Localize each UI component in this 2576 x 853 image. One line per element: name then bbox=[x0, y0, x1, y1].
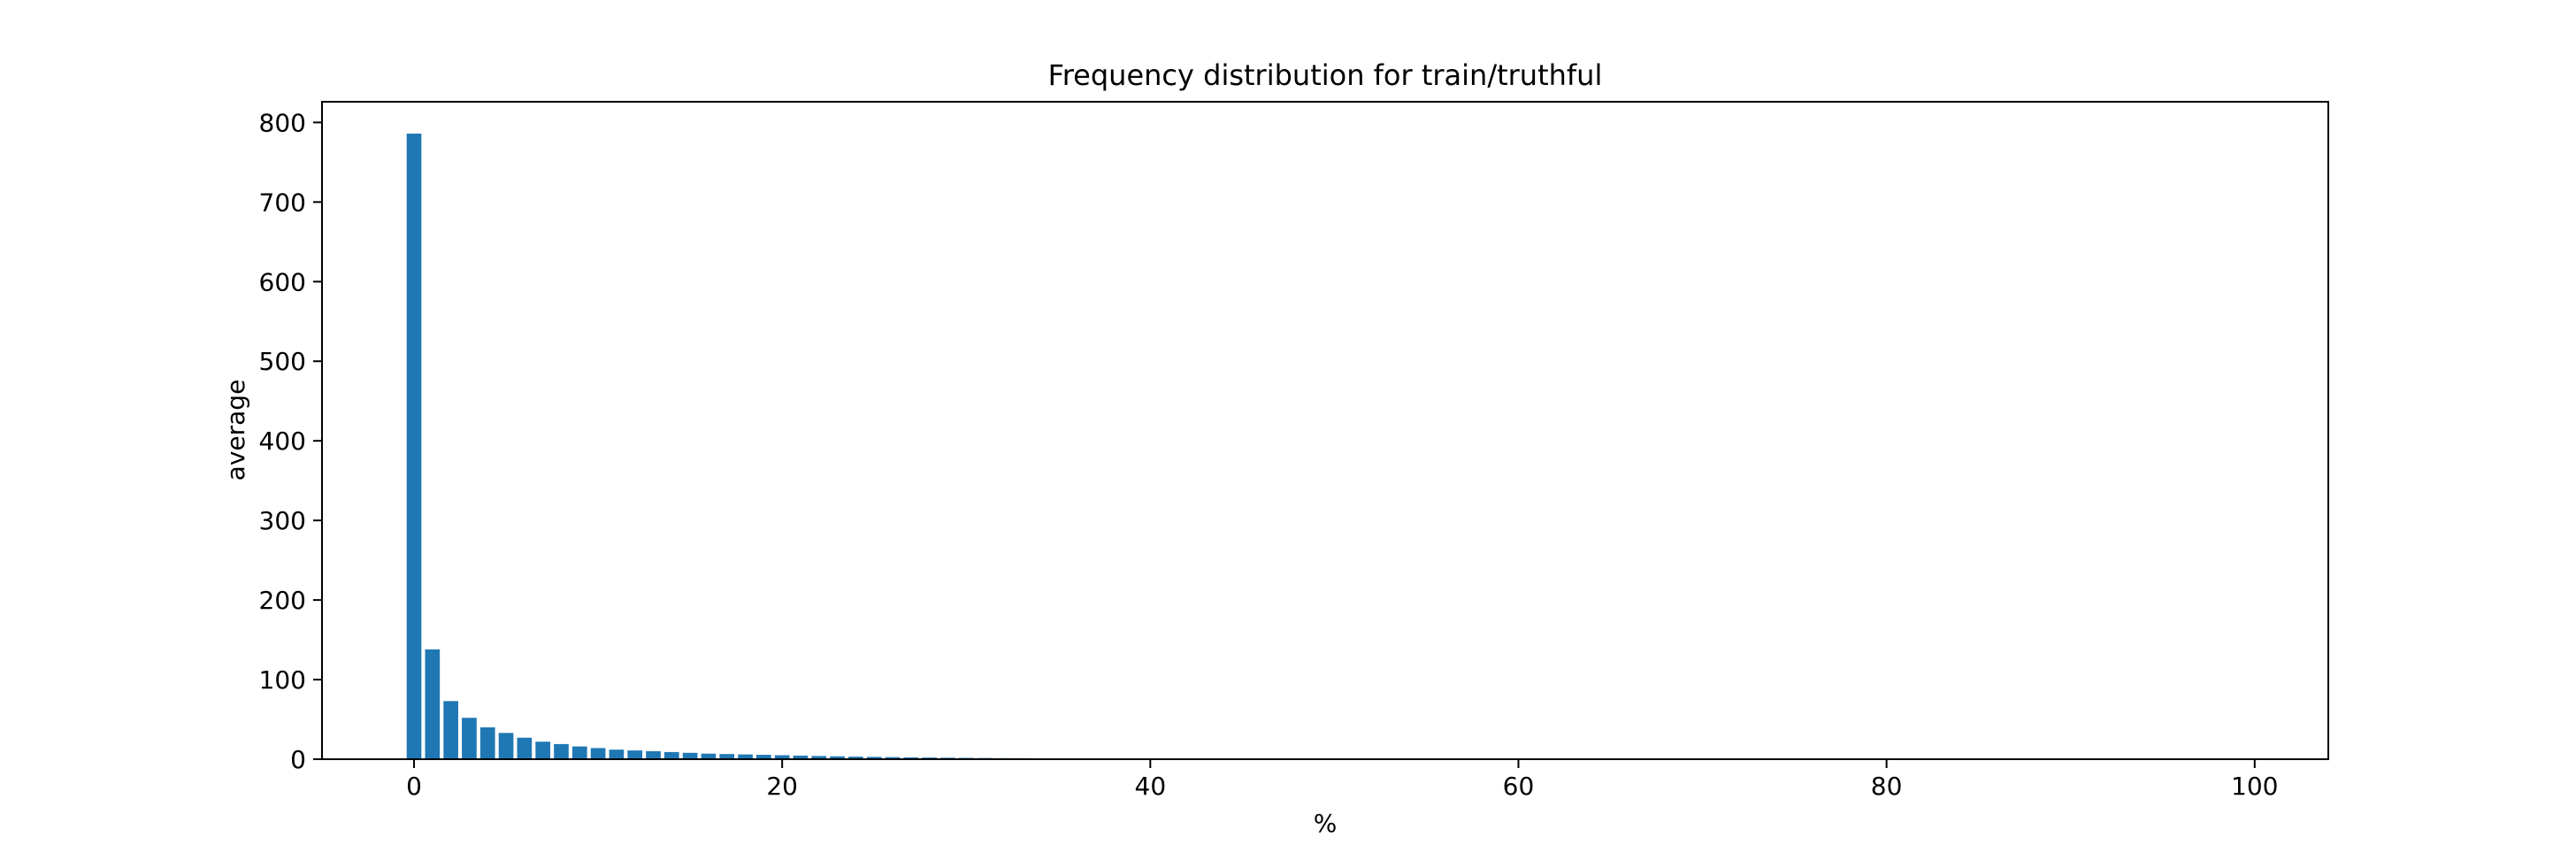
bar bbox=[591, 748, 606, 759]
bar bbox=[664, 752, 679, 759]
y-tick-label: 100 bbox=[259, 665, 306, 695]
bar bbox=[426, 649, 441, 759]
bar bbox=[610, 749, 625, 759]
y-tick-label: 800 bbox=[259, 108, 306, 137]
bar bbox=[572, 747, 587, 759]
bar bbox=[683, 753, 698, 759]
y-tick-label: 500 bbox=[259, 347, 306, 376]
y-tick-label: 0 bbox=[290, 745, 306, 774]
y-tick-label: 400 bbox=[259, 426, 306, 456]
chart-title: Frequency distribution for train/truthfu… bbox=[1048, 58, 1603, 92]
x-tick-label: 80 bbox=[1871, 772, 1903, 801]
x-tick-label: 100 bbox=[2231, 772, 2278, 801]
bar bbox=[462, 718, 477, 759]
bar bbox=[627, 750, 642, 759]
x-axis-label: % bbox=[1314, 809, 1338, 838]
x-tick-label: 20 bbox=[766, 772, 798, 801]
y-tick-label: 700 bbox=[259, 188, 306, 217]
x-tick-label: 0 bbox=[406, 772, 422, 801]
x-tick-label: 60 bbox=[1503, 772, 1535, 801]
bar bbox=[535, 742, 550, 759]
bar bbox=[443, 701, 458, 759]
bar bbox=[499, 733, 514, 759]
bar bbox=[554, 744, 569, 759]
y-axis-label: average bbox=[221, 380, 250, 481]
y-tick-label: 200 bbox=[259, 586, 306, 615]
x-tick-label: 40 bbox=[1135, 772, 1167, 801]
y-tick-label: 600 bbox=[259, 267, 306, 296]
bar bbox=[646, 751, 661, 759]
bar bbox=[518, 738, 533, 759]
bar bbox=[480, 727, 495, 759]
y-tick-label: 300 bbox=[259, 506, 306, 535]
bar bbox=[407, 134, 422, 759]
